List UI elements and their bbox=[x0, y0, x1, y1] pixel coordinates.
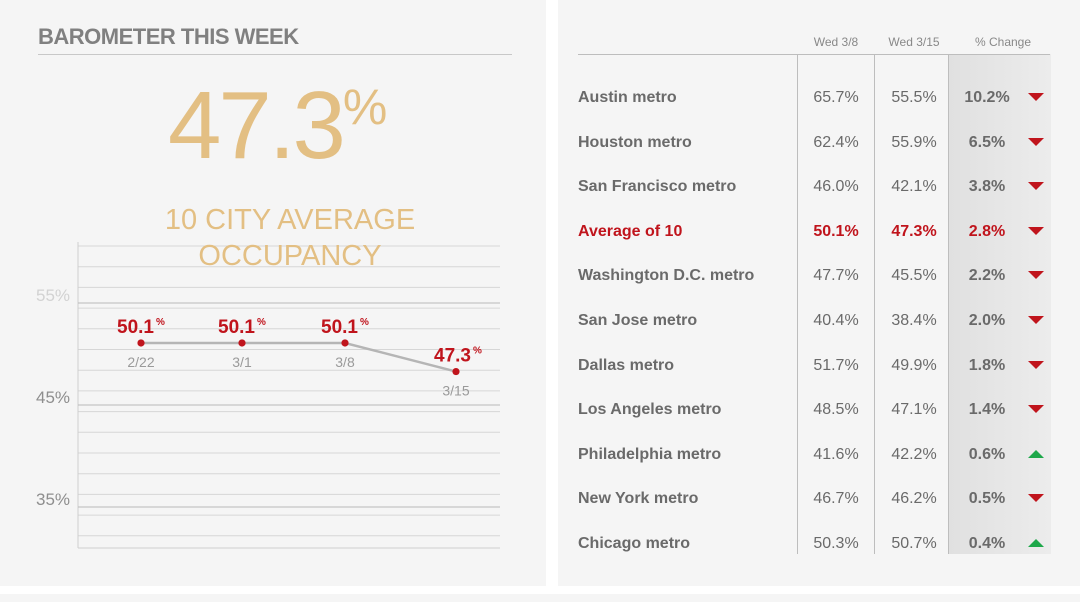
y-tick-label: 35% bbox=[36, 490, 70, 509]
data-point bbox=[238, 339, 246, 347]
row-wed38-value: 50.3% bbox=[813, 535, 859, 552]
y-tick-label: 55% bbox=[36, 286, 70, 305]
arrow-down-icon bbox=[1028, 316, 1044, 324]
change-column-shade bbox=[948, 54, 1051, 554]
row-city-name: San Jose metro bbox=[578, 312, 698, 329]
row-city-name: Austin metro bbox=[578, 89, 677, 106]
data-label-unit: % bbox=[156, 317, 165, 328]
row-wed38-value: 46.0% bbox=[813, 178, 859, 196]
arrow-down-icon bbox=[1028, 93, 1044, 101]
x-tick-label: 3/15 bbox=[442, 383, 469, 399]
row-wed315-value: 47.3% bbox=[891, 222, 937, 240]
arrow-down-icon bbox=[1028, 182, 1044, 191]
row-city-name: Washington D.C. metro bbox=[578, 267, 755, 285]
row-change-value: 0.6% bbox=[968, 445, 1006, 463]
row-change-value: 10.2% bbox=[964, 89, 1010, 106]
arrow-up-icon bbox=[1028, 539, 1044, 547]
data-label-unit: % bbox=[257, 317, 266, 328]
data-point bbox=[452, 367, 460, 376]
column-header: Wed 3/8 bbox=[813, 35, 859, 49]
title-divider bbox=[38, 54, 512, 55]
row-city-name: Philadelphia metro bbox=[578, 445, 722, 463]
row-wed315-value: 47.1% bbox=[891, 401, 937, 419]
panel-title: BAROMETER THIS WEEK bbox=[38, 24, 299, 49]
row-change-value: 1.4% bbox=[968, 401, 1006, 419]
row-wed315-value: 42.2% bbox=[891, 445, 937, 463]
occupancy-line-chart: 55% 45% 35% 50.1 % 2/22 50.1 % 3/1 50.1 % 3/8 47.3 % 3… bbox=[36, 242, 500, 549]
row-wed38-value: 48.5% bbox=[813, 401, 859, 419]
row-city-name: Chicago metro bbox=[578, 535, 691, 552]
row-change-value: 2.2% bbox=[968, 267, 1006, 285]
data-point bbox=[137, 339, 145, 347]
arrow-down-icon bbox=[1028, 405, 1044, 414]
arrow-down-icon bbox=[1028, 271, 1044, 280]
row-city-name: New York metro bbox=[578, 490, 699, 508]
row-wed38-value: 47.7% bbox=[813, 267, 859, 285]
data-point bbox=[341, 339, 349, 347]
row-change-value: 6.5% bbox=[968, 133, 1006, 151]
row-wed38-value: 40.4% bbox=[813, 312, 859, 329]
row-wed315-value: 49.9% bbox=[891, 356, 937, 374]
row-change-value: 2.8% bbox=[968, 222, 1006, 240]
row-wed315-value: 50.7% bbox=[891, 535, 937, 552]
row-city-name: Houston metro bbox=[578, 133, 692, 151]
row-wed315-value: 38.4% bbox=[891, 312, 937, 329]
data-label: 50.1% bbox=[117, 317, 165, 338]
row-wed38-value: 50.1% bbox=[813, 222, 859, 240]
row-wed315-value: 55.9% bbox=[891, 133, 937, 151]
row-wed315-value: 46.2% bbox=[891, 490, 937, 508]
column-header: Wed 3/15 bbox=[888, 35, 940, 49]
x-tick-label: 3/8 bbox=[335, 354, 355, 370]
column-divider bbox=[948, 54, 949, 554]
row-city-name: Average of 10 bbox=[578, 222, 683, 240]
subtitle-line-2: OCCUPANCY bbox=[198, 240, 382, 272]
row-wed38-value: 46.7% bbox=[813, 490, 859, 508]
row-change-value: 0.5% bbox=[968, 490, 1006, 508]
column-divider bbox=[874, 54, 875, 554]
x-tick-label: 3/1 bbox=[232, 354, 252, 370]
row-change-value: 2.0% bbox=[968, 312, 1006, 329]
row-wed315-value: 42.1% bbox=[891, 178, 937, 196]
data-label-unit: % bbox=[360, 317, 369, 328]
x-tick-label: 2/22 bbox=[127, 354, 154, 370]
row-change-value: 1.8% bbox=[968, 356, 1006, 374]
row-wed38-value: 62.4% bbox=[813, 133, 859, 151]
arrow-up-icon bbox=[1028, 449, 1044, 458]
row-wed315-value: 55.5% bbox=[891, 89, 937, 106]
row-city-name: Los Angeles metro bbox=[578, 401, 722, 419]
data-label-unit: % bbox=[473, 346, 482, 357]
row-wed38-value: 65.7% bbox=[813, 89, 859, 106]
headline-value: 47.3 bbox=[168, 72, 346, 179]
column-divider bbox=[797, 54, 798, 554]
data-label: 50.1% bbox=[218, 317, 266, 338]
data-label: 50.1% bbox=[321, 317, 369, 338]
arrow-down-icon bbox=[1028, 360, 1044, 369]
row-wed315-value: 45.5% bbox=[891, 267, 937, 285]
subtitle-line-1: 10 CITY AVERAGE bbox=[164, 204, 416, 236]
header-rule bbox=[578, 54, 1050, 55]
arrow-down-icon bbox=[1028, 494, 1044, 503]
y-tick-label: 45% bbox=[36, 388, 70, 407]
headline-occupancy: 47.3% bbox=[168, 78, 387, 174]
headline-unit: % bbox=[342, 79, 388, 135]
row-change-value: 0.4% bbox=[968, 535, 1006, 552]
bottom-strip bbox=[0, 594, 1080, 602]
row-change-value: 3.8% bbox=[968, 178, 1006, 196]
data-label: 47.3% bbox=[434, 346, 482, 367]
row-wed38-value: 41.6% bbox=[813, 445, 859, 463]
arrow-down-icon bbox=[1028, 226, 1044, 235]
series-line bbox=[141, 341, 457, 373]
row-city-name: San Francisco metro bbox=[578, 178, 737, 196]
row-city-name: Dallas metro bbox=[578, 356, 675, 374]
left-panel bbox=[0, 0, 546, 586]
column-header: % Change bbox=[974, 35, 1032, 49]
arrow-down-icon bbox=[1028, 137, 1044, 146]
row-wed38-value: 51.7% bbox=[813, 356, 859, 374]
